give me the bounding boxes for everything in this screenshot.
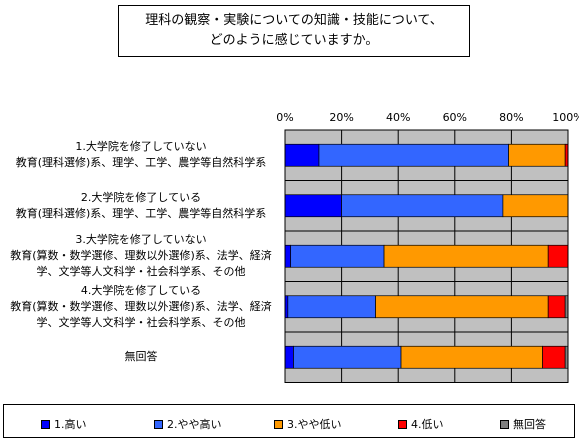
legend-item: 3.やや低い <box>274 416 342 432</box>
category-label-line: 教育(算数・数学選修、理数以外選修)系、法学、経済 <box>10 249 272 263</box>
bar-segment <box>547 244 569 268</box>
bar-segment <box>284 244 292 268</box>
category-label: 4.大学院を修了している教育(算数・数学選修、理数以外選修)系、法学、経済 学、文… <box>0 283 282 331</box>
category-label-line: 学、文学等人文科学・社会科学系、その他 <box>36 265 246 279</box>
legend-swatch <box>154 419 163 429</box>
bar-segment <box>318 143 509 167</box>
bar-segment <box>383 244 549 268</box>
legend-swatch <box>500 419 509 429</box>
category-label: 1.大学院を修了していない教育(理科選修)系、理学、工学、農学等自然科学系 <box>0 139 282 171</box>
plot-border <box>284 129 569 383</box>
legend-label: 1.高い <box>54 418 87 431</box>
bar-segment <box>341 194 504 218</box>
category-label: 無回答 <box>0 349 282 365</box>
category-label-line: 学、文学等人文科学・社会科学系、その他 <box>36 315 246 329</box>
bar-segment <box>293 345 402 369</box>
category-label-line: 1.大学院を修了していない <box>75 140 207 154</box>
category-label: 3.大学院を修了していない教育(算数・数学選修、理数以外選修)系、法学、経済 学、… <box>0 232 282 280</box>
bar-segment <box>284 345 294 369</box>
bar-segment <box>287 295 376 319</box>
category-label-line: 教育(理科選修)系、理学、工学、農学等自然科学系 <box>15 156 267 170</box>
chart-title-line-1: 理科の観察・実験についての知識・技能について、 <box>145 13 443 28</box>
category-label-line: 4.大学院を修了している <box>80 283 202 297</box>
legend: 1.高い 2.やや高い 3.やや低い 4.低い 無回答 <box>3 404 575 438</box>
bar-segment <box>284 194 342 218</box>
bar-segment <box>508 143 566 167</box>
x-tick-label: 20% <box>329 111 353 124</box>
bar-segment <box>542 345 566 369</box>
x-tick-label: 40% <box>386 111 410 124</box>
bar-segment <box>284 143 320 167</box>
bar-segment <box>375 295 549 319</box>
category-label: 2.大学院を修了している教育(理科選修)系、理学、工学、農学等自然科学系 <box>0 190 282 222</box>
legend-item: 無回答 <box>500 416 546 432</box>
bar-segment <box>502 194 569 218</box>
x-tick-label: 0% <box>276 111 293 124</box>
legend-item: 1.高い <box>41 416 87 432</box>
legend-label: 2.やや高い <box>167 418 222 431</box>
legend-swatch <box>274 419 283 429</box>
legend-item: 2.やや高い <box>154 416 222 432</box>
legend-label: 無回答 <box>513 418 546 431</box>
bar-segment <box>290 244 385 268</box>
legend-swatch <box>398 419 407 429</box>
category-label-line: 3.大学院を修了していない <box>75 233 207 247</box>
bar-segment <box>547 295 566 319</box>
legend-swatch <box>41 419 50 429</box>
category-label-line: 2.大学院を修了している <box>80 190 202 204</box>
x-tick-label: 60% <box>443 111 467 124</box>
x-tick-label: 80% <box>499 111 523 124</box>
bar-segment <box>400 345 543 369</box>
legend-item: 4.低い <box>398 416 444 432</box>
x-tick-label: 100% <box>552 111 579 124</box>
legend-label: 3.やや低い <box>287 418 342 431</box>
legend-label: 4.低い <box>411 418 444 431</box>
chart-title: 理科の観察・実験についての知識・技能について、 どのように感じていますか。 <box>118 5 470 57</box>
chart-title-line-2: どのように感じていますか。 <box>209 33 379 48</box>
category-label-line: 教育(算数・数学選修、理数以外選修)系、法学、経済 <box>10 299 272 313</box>
category-label-line: 無回答 <box>124 350 158 364</box>
category-label-line: 教育(理科選修)系、理学、工学、農学等自然科学系 <box>15 206 267 220</box>
